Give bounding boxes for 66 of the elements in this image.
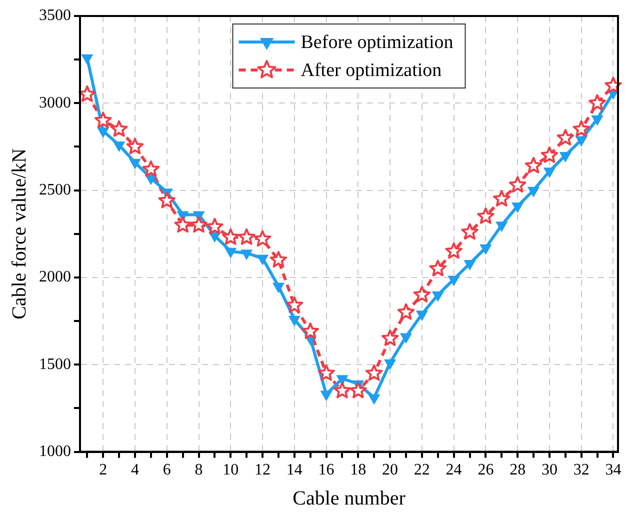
point [256,254,268,265]
x-tick-label: 8 [194,462,203,479]
y-tick-label: 1500 [39,356,71,373]
x-tick-label: 12 [254,462,271,479]
point [174,216,192,233]
y-tick-label: 2000 [39,268,71,286]
y-axis-title: Cable force value/kN [8,148,30,320]
point [556,129,574,146]
point [477,207,494,224]
point [480,244,492,254]
x-tick-label: 20 [382,462,398,479]
point [94,112,112,128]
point [240,250,252,260]
point [368,394,380,404]
point [254,230,272,247]
point [540,146,558,163]
point [461,223,478,240]
x-tick-label: 14 [286,462,302,479]
legend-label: Before optimization [300,32,454,53]
point [493,190,510,207]
point [222,228,240,245]
point [238,228,256,245]
x-tick-label: 16 [318,462,334,479]
point [572,120,590,137]
point [464,260,476,270]
x-tick-label: 6 [162,462,171,479]
x-tick-label: 2 [99,462,108,479]
point [508,176,526,193]
point [400,333,412,344]
point [320,390,332,401]
point [158,192,176,208]
point [206,218,224,234]
point [126,138,144,154]
x-tick-label: 4 [130,462,139,479]
y-tick-label: 1000 [39,443,71,460]
x-axis-title: Cable number [292,487,406,510]
point [448,276,460,286]
x-tick-label: 10 [222,462,239,479]
point [224,248,236,258]
point [588,94,606,111]
point [524,156,542,174]
y-tick-label: 2500 [39,182,71,199]
point [78,85,96,102]
point [496,222,508,232]
point [416,310,428,321]
point [142,160,160,177]
point [445,242,462,259]
x-tick-label: 22 [414,462,430,479]
x-tick-label: 28 [510,462,526,479]
point [432,291,444,302]
y-tick-label: 3500 [39,7,71,24]
x-tick-label: 32 [573,462,590,479]
point [288,316,300,326]
y-tick-label: 3000 [39,94,71,112]
point [110,120,128,137]
point [272,282,284,293]
x-tick-label: 24 [446,462,462,479]
x-tick-label: 18 [350,462,366,479]
legend-label: After optimization [300,60,442,81]
x-tick-label: 30 [541,462,558,479]
point [429,260,446,276]
point [384,359,396,370]
x-tick-label: 34 [605,462,622,479]
point [190,216,208,233]
x-tick-label: 26 [478,462,494,479]
point [270,251,288,268]
